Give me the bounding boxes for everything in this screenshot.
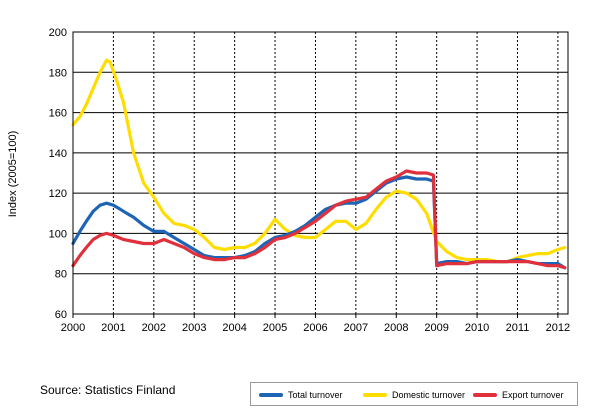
y-tick-label: 200 — [49, 27, 67, 39]
x-tick-label: 2010 — [465, 322, 489, 334]
y-tick-label: 160 — [49, 108, 67, 120]
x-tick-label: 2003 — [182, 322, 206, 334]
x-tick-label: 2009 — [424, 322, 448, 334]
x-tick-label: 2005 — [263, 322, 287, 334]
legend-item-domestic: Domestic turnover — [363, 389, 465, 401]
legend-label-domestic: Domestic turnover — [392, 390, 466, 400]
series-line-total-turnover — [71, 175, 567, 270]
chart-legend: Total turnover Domestic turnover Export … — [250, 382, 578, 406]
chart-axes: 60 80 100 120 140 160 180 200 2000 2001 2002 2003 20… — [49, 27, 570, 334]
x-tick-label: 2011 — [506, 322, 530, 334]
x-tick-label: 2004 — [222, 322, 246, 334]
x-tick-label: 2002 — [142, 322, 166, 334]
y-tick-label: 80 — [55, 269, 67, 281]
y-tick-label: 180 — [49, 67, 67, 79]
legend-label-total: Total turnover — [288, 390, 343, 400]
x-tick-label: 2001 — [101, 322, 125, 334]
legend-item-export: Export turnover — [473, 389, 564, 401]
x-tick-label: 2000 — [61, 322, 85, 334]
series-line-export-turnover — [71, 169, 567, 270]
y-tick-label: 60 — [55, 309, 67, 321]
y-tick-label: 120 — [49, 188, 67, 200]
x-tick-label: 2007 — [344, 322, 368, 334]
x-tick-label: 2006 — [303, 322, 327, 334]
line-chart: 60 80 100 120 140 160 180 200 2000 2001 2002 2003 20… — [7, 27, 570, 334]
legend-swatch-domestic — [363, 393, 387, 397]
legend-item-total: Total turnover — [259, 389, 343, 401]
legend-swatch-export — [473, 393, 497, 397]
series-line-domestic-turnover — [71, 58, 567, 264]
chart-series — [71, 58, 567, 270]
y-axis-label: Index (2005=100) — [7, 131, 19, 218]
y-tick-label: 140 — [49, 148, 67, 160]
plot-frame — [72, 31, 569, 315]
legend-swatch-total — [259, 393, 283, 397]
source-note: Source: Statistics Finland — [40, 383, 176, 397]
y-tick-label: 100 — [49, 228, 67, 240]
chart-grid — [73, 31, 568, 315]
legend-label-export: Export turnover — [502, 390, 564, 400]
x-tick-label: 2008 — [384, 322, 408, 334]
x-tick-label: 2012 — [546, 322, 570, 334]
